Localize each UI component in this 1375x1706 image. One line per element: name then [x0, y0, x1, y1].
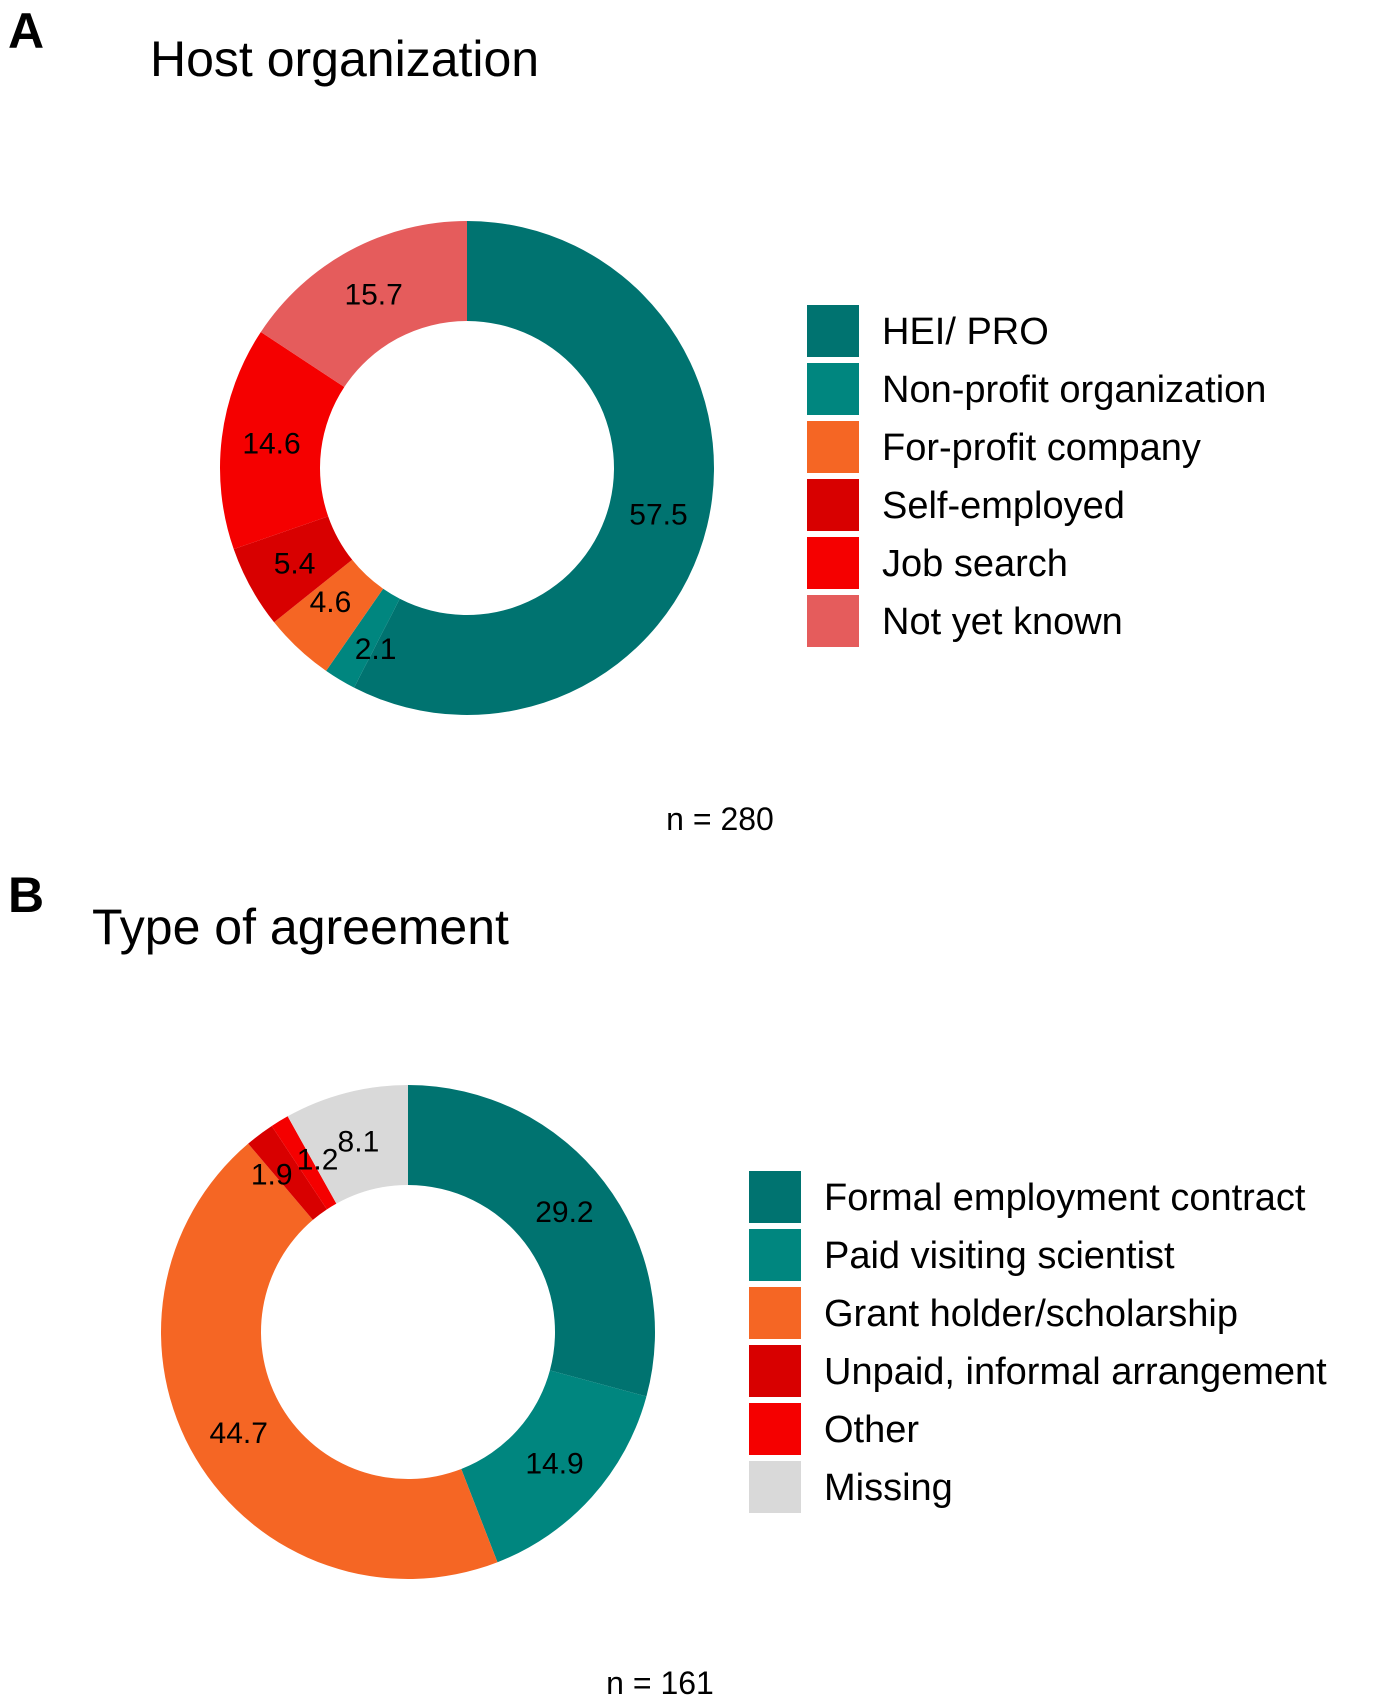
slice-unpaid-informal-arrangement	[248, 1125, 327, 1220]
legend-label-unpaid-informal-arrangement: Unpaid, informal arrangement	[824, 1351, 1327, 1393]
slice-label-non-profit-organization: 2.1	[355, 633, 397, 666]
panel-letter-a: A	[8, 3, 44, 59]
legend-swatch-not-yet-known	[807, 595, 859, 647]
panel-b: B Type of agreement 29.2 14.9 44.7 1.9 1.28.…	[8, 867, 1327, 1701]
legend-swatch-job-search	[807, 537, 859, 589]
slice-not-yet-known	[260, 221, 467, 388]
legend-swatch-unpaid-informal-arrangement	[749, 1345, 801, 1397]
slice-label-paid-visiting-scientist: 14.9	[525, 1448, 583, 1481]
slice-self-employed	[233, 516, 353, 623]
chart-title-a: Host organization	[150, 31, 539, 87]
slice-label-formal-employment-contract: 29.2	[535, 1196, 593, 1229]
slice-label-other: 1.2	[297, 1144, 339, 1177]
sample-size-b: n = 161	[606, 1665, 714, 1701]
legend-swatch-other	[749, 1403, 801, 1455]
slice-label-job-search: 14.6	[242, 428, 300, 461]
legend-swatch-paid-visiting-scientist	[749, 1229, 801, 1281]
legend-swatch-formal-employment-contract	[749, 1171, 801, 1223]
slice-label-hei-pro: 57.5	[629, 498, 687, 531]
legend-swatch-grant-holder-scholarship	[749, 1287, 801, 1339]
slice-labels-a: 57.5 2.14.6 5.4 14.6 15.7	[242, 279, 687, 666]
panel-letter-b: B	[8, 867, 44, 923]
slice-formal-employment-contract	[408, 1085, 655, 1397]
slice-label-missing: 8.1	[338, 1125, 380, 1158]
slice-label-not-yet-known: 15.7	[344, 279, 402, 312]
donut-b	[161, 1085, 655, 1579]
legend-swatch-self-employed	[807, 479, 859, 531]
legend-swatch-non-profit-organization	[807, 363, 859, 415]
legend-label-for-profit-company: For-profit company	[882, 427, 1201, 469]
legend-label-job-search: Job search	[882, 543, 1068, 585]
legend-label-non-profit-organization: Non-profit organization	[882, 369, 1266, 411]
legend-label-hei-pro: HEI/ PRO	[882, 311, 1049, 353]
legend-label-self-employed: Self-employed	[882, 485, 1125, 527]
slice-for-profit-company	[274, 559, 384, 671]
legend-swatch-for-profit-company	[807, 421, 859, 473]
legend-label-formal-employment-contract: Formal employment contract	[824, 1177, 1306, 1219]
slice-grant-holder-scholarship	[161, 1143, 498, 1579]
slice-label-self-employed: 5.4	[274, 547, 316, 580]
legend-swatch-missing	[749, 1461, 801, 1513]
legend-label-missing: Missing	[824, 1467, 953, 1509]
legend-label-paid-visiting-scientist: Paid visiting scientist	[824, 1235, 1175, 1277]
donut-a	[220, 221, 715, 715]
legend-a: HEI/ PRO Non-profit organization For-profi…	[807, 305, 1266, 647]
slice-labels-b: 29.2 14.9 44.7 1.9 1.28.1	[210, 1125, 594, 1480]
slice-label-grant-holder-scholarship: 44.7	[210, 1417, 268, 1450]
slice-missing	[287, 1085, 408, 1204]
chart-title-b: Type of agreement	[92, 899, 509, 955]
slice-other	[271, 1116, 337, 1210]
slice-paid-visiting-scientist	[461, 1370, 647, 1563]
legend-label-not-yet-known: Not yet known	[882, 601, 1123, 643]
slice-label-unpaid-informal-arrangement: 1.9	[251, 1158, 293, 1191]
legend-swatch-hei-pro	[807, 305, 859, 357]
legend-label-grant-holder-scholarship: Grant holder/scholarship	[824, 1293, 1238, 1335]
slice-job-search	[220, 331, 345, 550]
legend-b: Formal employment contract Paid visiting …	[749, 1171, 1327, 1513]
slice-non-profit-organization	[326, 588, 400, 688]
slice-hei-pro	[354, 221, 715, 715]
panel-a: A Host organization 57.5 2.14.6 5.4 14.6 15.…	[8, 3, 1266, 837]
legend-label-other: Other	[824, 1409, 919, 1451]
sample-size-a: n = 280	[666, 801, 774, 837]
slice-label-for-profit-company: 4.6	[310, 586, 352, 619]
